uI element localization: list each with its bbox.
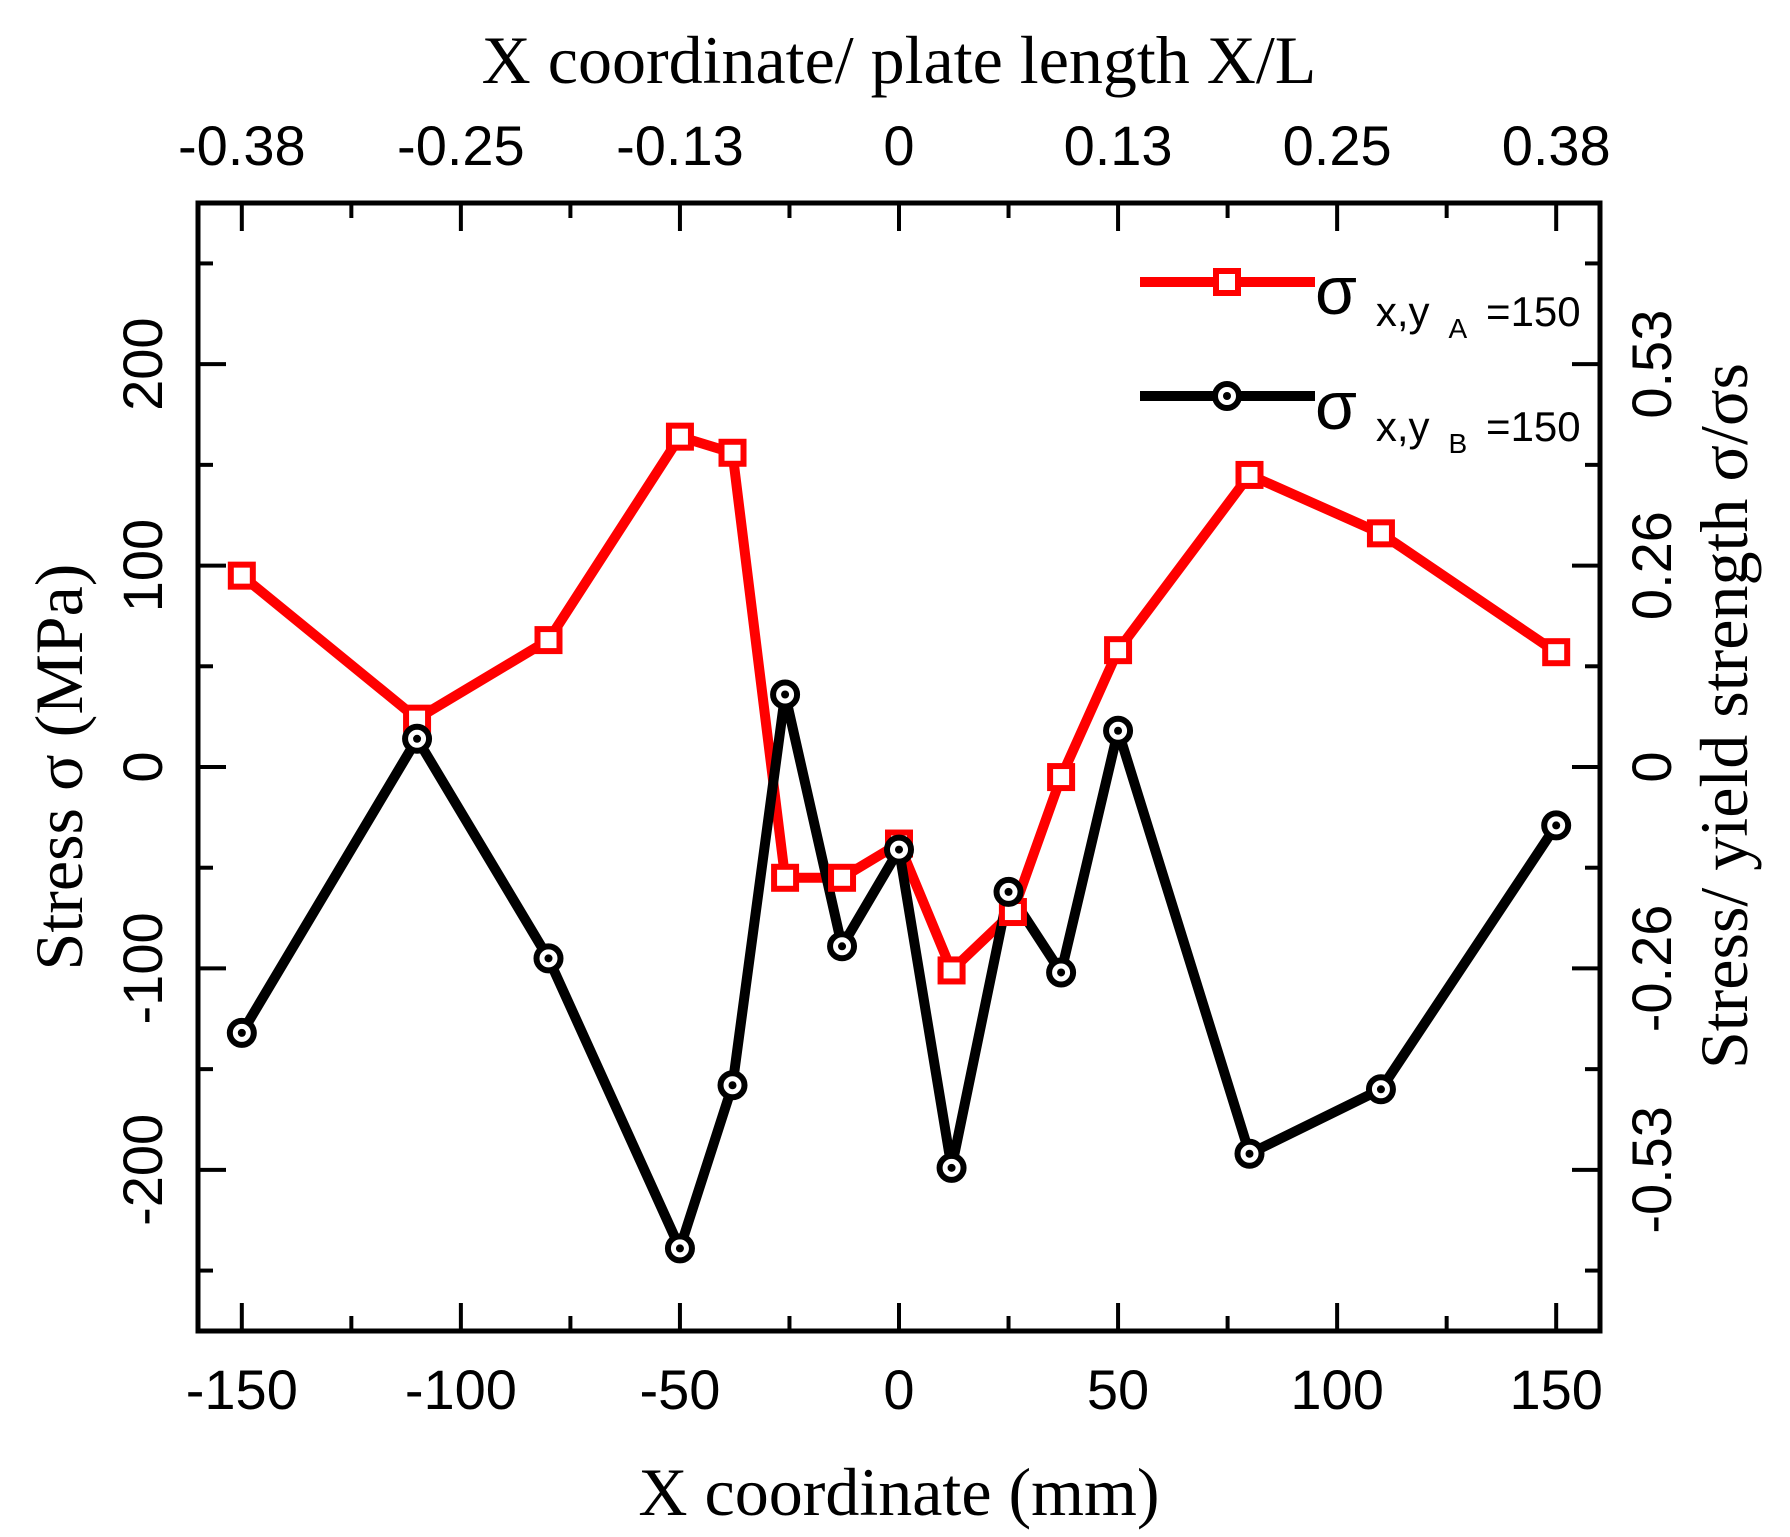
legend: σ x,y A =150 σ x,y B =150 xyxy=(1140,253,1581,468)
series-b-marker-dot xyxy=(237,1028,246,1037)
legend-marker-series-a xyxy=(1213,268,1241,296)
series-b-marker-dot xyxy=(413,734,422,743)
x2-tick-label: 0.38 xyxy=(1502,114,1611,177)
right-tick-labels: -0.53 -0.26 0 0.26 0.53 xyxy=(1620,310,1683,1234)
series-b-marker-dot xyxy=(947,1163,956,1172)
x2-tick-label: 0 xyxy=(883,114,914,177)
series-a-marker xyxy=(1104,636,1133,665)
series-a-marker xyxy=(828,863,857,892)
legend-label-series-a-tail: =150 xyxy=(1486,288,1581,335)
legend-label-series-b-sub1: x,y xyxy=(1376,403,1430,450)
y-tick-label: 200 xyxy=(111,317,174,410)
top-axis-title: X coordinate/ plate length X/L xyxy=(482,22,1317,98)
x2-tick-label: 0.25 xyxy=(1283,114,1392,177)
legend-marker-series-b-dot xyxy=(1223,392,1231,400)
series-b-marker-dot xyxy=(1057,968,1066,977)
bottom-tick-labels: -150 -100 -50 0 50 100 150 xyxy=(186,1358,1603,1421)
legend-label-series-a-main: σ xyxy=(1315,253,1357,329)
series-a-marker xyxy=(771,863,800,892)
series-a-marker xyxy=(227,561,256,590)
series-a-marker xyxy=(718,438,747,467)
legend-label-series-a-sub1: x,y xyxy=(1376,288,1430,335)
y-tick-label: 0 xyxy=(111,751,174,782)
top-tick-labels: -0.38 -0.25 -0.13 0 0.13 0.25 0.38 xyxy=(178,114,1611,177)
major-ticks xyxy=(198,203,1600,1331)
series-b-marker-dot xyxy=(1114,726,1123,735)
series-a-marker xyxy=(1366,519,1395,548)
left-tick-labels: -200 -100 0 100 200 xyxy=(111,317,174,1225)
y-tick-label: -100 xyxy=(111,912,174,1024)
series-a-marker xyxy=(937,956,966,985)
x-tick-label: 50 xyxy=(1087,1358,1149,1421)
legend-label-series-b: σ x,y B =150 xyxy=(1315,368,1581,468)
y-axis-title: Stress σ (MPa) xyxy=(21,564,97,971)
series-b-marker-dot xyxy=(1376,1085,1385,1094)
series-b-marker-dot xyxy=(1552,821,1561,830)
legend-label-series-a: σ x,y A =150 xyxy=(1315,253,1581,353)
legend-label-series-b-sub2: B xyxy=(1448,428,1467,459)
y2-tick-label: -0.53 xyxy=(1620,1106,1683,1234)
series-b-marker-dot xyxy=(781,690,790,699)
x2-tick-label: -0.38 xyxy=(178,114,306,177)
legend-label-series-b-main: σ xyxy=(1315,368,1357,444)
x2-tick-label: 0.13 xyxy=(1064,114,1173,177)
series-a-marker xyxy=(1047,763,1076,792)
y-tick-label: -200 xyxy=(111,1114,174,1226)
series-a-marker xyxy=(665,422,694,451)
series-a-marker xyxy=(1542,638,1571,667)
x-tick-label: -100 xyxy=(405,1358,517,1421)
series-a-marker xyxy=(534,626,563,655)
minor-ticks xyxy=(198,203,1600,1331)
series-markers xyxy=(226,422,1572,1264)
x-axis-title: X coordinate (mm) xyxy=(638,1454,1159,1530)
x-tick-label: 150 xyxy=(1509,1358,1602,1421)
series-b-marker-dot xyxy=(838,942,847,951)
series-a-marker xyxy=(1235,460,1264,489)
series-b-marker-dot xyxy=(675,1244,684,1253)
series-b-marker-dot xyxy=(1004,887,1013,896)
right-axis-title: Stress/ yield strength σ/σs xyxy=(1686,363,1762,1069)
legend-label-series-a-sub2: A xyxy=(1448,313,1467,344)
series-b-marker-dot xyxy=(1245,1149,1254,1158)
x-tick-label: -50 xyxy=(639,1358,720,1421)
series-b-marker-dot xyxy=(728,1081,737,1090)
y2-tick-label: 0 xyxy=(1620,751,1683,782)
x2-tick-label: -0.13 xyxy=(616,114,744,177)
y2-tick-label: 0.53 xyxy=(1620,310,1683,419)
series-b-marker-dot xyxy=(895,845,903,854)
y2-tick-label: -0.26 xyxy=(1620,905,1683,1033)
y2-tick-label: 0.26 xyxy=(1620,511,1683,620)
x-tick-label: 0 xyxy=(883,1358,914,1421)
x2-tick-label: -0.25 xyxy=(397,114,525,177)
series-b-marker-dot xyxy=(544,954,553,963)
x-tick-label: 100 xyxy=(1290,1358,1383,1421)
y-tick-label: 100 xyxy=(111,519,174,612)
legend-label-series-b-tail: =150 xyxy=(1486,403,1581,450)
x-tick-label: -150 xyxy=(186,1358,298,1421)
